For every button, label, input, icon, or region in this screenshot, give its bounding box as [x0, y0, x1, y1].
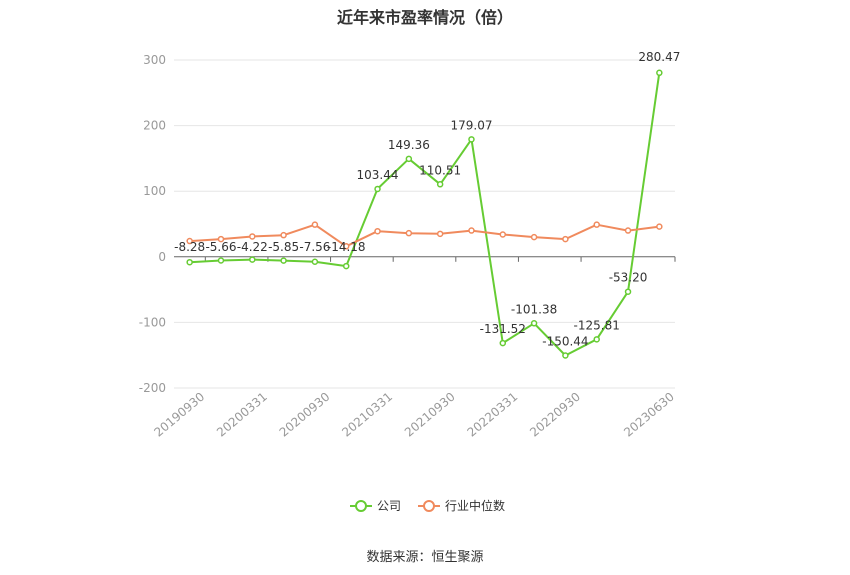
data-point[interactable] — [624, 227, 632, 234]
legend: 公司 行业中位数 — [350, 498, 505, 513]
x-tick-label: 20220930 — [527, 390, 583, 440]
data-label: -8.28 — [174, 240, 205, 254]
y-tick-label: 0 — [158, 250, 166, 264]
series-line — [189, 72, 661, 357]
data-label: -131.52 — [480, 322, 526, 336]
x-tick-label: 20200930 — [277, 390, 333, 440]
data-point[interactable] — [342, 262, 350, 270]
legend-label: 公司 — [377, 499, 401, 513]
y-tick-label: 300 — [143, 53, 166, 67]
data-point[interactable] — [311, 221, 319, 228]
data-source: 数据来源：恒生聚源 — [366, 550, 484, 565]
data-label: -150.44 — [542, 334, 588, 348]
data-label: -14.18 — [327, 240, 366, 254]
data-point[interactable] — [249, 233, 256, 240]
y-tick-label: 100 — [143, 184, 166, 198]
data-label: 103.44 — [357, 168, 399, 182]
data-point[interactable] — [593, 221, 600, 228]
series-0 — [186, 69, 663, 359]
data-point[interactable] — [436, 181, 444, 188]
data-point[interactable] — [593, 336, 600, 343]
data-point[interactable] — [217, 257, 225, 264]
data-point[interactable] — [562, 352, 569, 359]
data-point[interactable] — [436, 230, 444, 238]
x-tick-label: 20210930 — [402, 390, 458, 440]
legend-marker — [423, 500, 435, 512]
data-label: -7.56 — [299, 240, 330, 254]
data-point[interactable] — [217, 235, 225, 243]
x-tick-label: 20230630 — [621, 390, 677, 440]
data-point[interactable] — [374, 227, 381, 235]
data-label: -5.66 — [205, 240, 236, 254]
data-label: -4.22 — [237, 240, 268, 254]
data-point[interactable] — [186, 258, 193, 266]
x-tick-label: 20200331 — [214, 390, 270, 440]
data-label: -53.20 — [609, 271, 648, 285]
chart-title: 近年来市盈率情况（倍） — [336, 8, 513, 27]
data-point[interactable] — [530, 320, 538, 327]
data-label: 110.51 — [419, 163, 461, 177]
data-point[interactable] — [405, 155, 413, 163]
legend-label: 行业中位数 — [445, 498, 505, 513]
data-point[interactable] — [499, 339, 507, 347]
data-point[interactable] — [342, 243, 350, 250]
data-point[interactable] — [562, 235, 569, 243]
y-tick-label: -200 — [139, 381, 166, 395]
data-point[interactable] — [186, 237, 193, 245]
y-tick-label: 200 — [143, 119, 166, 133]
data-point[interactable] — [405, 229, 413, 237]
data-label: -125.81 — [574, 318, 620, 332]
series-layer — [186, 69, 663, 359]
data-point[interactable] — [311, 258, 319, 266]
data-point[interactable] — [656, 223, 663, 230]
grid-lines — [174, 59, 675, 389]
data-label: -101.38 — [511, 302, 557, 316]
data-point[interactable] — [499, 231, 507, 238]
data-label: -5.85 — [268, 240, 299, 254]
data-point[interactable] — [530, 233, 538, 241]
legend-item-0[interactable]: 公司 — [350, 499, 401, 513]
series-1 — [186, 221, 663, 250]
data-point[interactable] — [624, 288, 632, 295]
data-point[interactable] — [374, 185, 381, 193]
data-point[interactable] — [468, 136, 475, 143]
legend-marker — [355, 500, 367, 512]
series-line — [189, 223, 660, 248]
data-point[interactable] — [249, 256, 256, 263]
x-tick-label: 20210331 — [339, 390, 395, 440]
data-point[interactable] — [468, 227, 475, 234]
legend-item-1[interactable]: 行业中位数 — [418, 498, 505, 513]
x-tick-label: 20220331 — [465, 390, 521, 440]
data-point[interactable] — [656, 69, 663, 77]
data-label: 280.47 — [638, 50, 680, 64]
x-tick-label: 20190930 — [151, 390, 207, 440]
data-point[interactable] — [280, 231, 287, 239]
data-labels: -8.28 -5.66 -4.22 -5.85 -7.56-14.18 103.44 149… — [174, 50, 680, 349]
data-label: 179.07 — [450, 118, 492, 132]
data-point[interactable] — [280, 257, 287, 264]
y-tick-label: -100 — [139, 315, 166, 329]
data-label: 149.36 — [388, 138, 430, 152]
